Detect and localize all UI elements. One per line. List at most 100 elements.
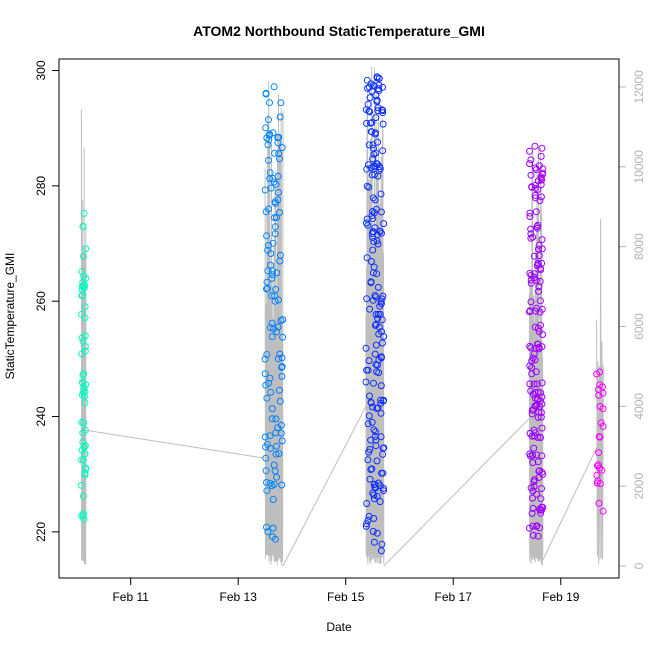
data-point (278, 354, 286, 362)
data-point (594, 461, 602, 469)
y-tick-label: 260 (34, 291, 48, 311)
data-point (268, 405, 276, 413)
data-point (374, 107, 382, 115)
data-point (81, 332, 89, 340)
data-point (593, 462, 601, 470)
data-point (78, 378, 86, 386)
data-point (530, 380, 538, 388)
data-point (365, 183, 373, 191)
data-point (537, 397, 544, 405)
data-point (363, 295, 371, 303)
data-point (373, 404, 381, 412)
data-point (274, 323, 282, 331)
x-tick-label: Feb 11 (112, 590, 149, 604)
data-point (263, 523, 270, 531)
data-point (366, 392, 373, 400)
data-point (268, 482, 276, 490)
data-point (531, 429, 539, 437)
data-point (272, 450, 280, 458)
data-point (268, 415, 276, 423)
data-point (597, 419, 605, 427)
data-point (371, 321, 379, 329)
data-point (534, 221, 542, 229)
data-point (276, 209, 283, 216)
data-point (82, 274, 90, 282)
data-point (526, 213, 534, 220)
data-point (81, 469, 89, 477)
data-point (373, 529, 381, 537)
data-point (374, 138, 381, 146)
data-point (367, 258, 375, 265)
data-point (80, 419, 87, 427)
data-point (529, 451, 537, 459)
data-point (537, 152, 545, 160)
data-point (269, 271, 276, 279)
data-point (278, 144, 286, 152)
data-point (78, 283, 86, 291)
data-point (266, 175, 274, 183)
data-point (277, 421, 285, 429)
data-point (373, 368, 381, 376)
data-point (267, 250, 275, 257)
data-point (538, 343, 546, 351)
data-point (364, 516, 372, 524)
data-point (526, 160, 534, 168)
data-point (373, 270, 381, 278)
data-point (269, 496, 277, 503)
data-point (81, 399, 89, 407)
data-point (263, 278, 271, 286)
data-point (378, 316, 386, 324)
data-point (538, 379, 546, 387)
data-point (533, 522, 540, 530)
data-point (537, 495, 545, 503)
data-point (369, 194, 377, 202)
data-point (373, 237, 381, 245)
data-point (531, 389, 539, 397)
data-point (276, 350, 284, 358)
data-point (81, 450, 89, 458)
altitude-profile-flight-3 (365, 66, 385, 565)
data-point (379, 106, 387, 114)
data-point (528, 370, 536, 378)
data-point (370, 538, 378, 546)
data-point (371, 224, 379, 232)
data-point (364, 456, 372, 464)
data-point (276, 397, 284, 405)
data-point (378, 328, 385, 336)
data-point (596, 433, 604, 441)
data-point (526, 362, 534, 370)
data-point (379, 120, 387, 128)
data-point (525, 308, 533, 316)
y-tick-label: 300 (34, 60, 48, 80)
data-point (368, 119, 376, 127)
data-point (370, 209, 378, 217)
data-point (261, 433, 269, 441)
data-point (367, 164, 375, 172)
data-point (529, 354, 537, 362)
data-point (367, 278, 375, 286)
data-point (372, 428, 379, 436)
secondary-tick-label: 12000 (632, 70, 646, 104)
data-point (268, 292, 276, 300)
data-point (363, 182, 371, 190)
data-point (370, 263, 378, 271)
data-point (271, 199, 279, 207)
data-point (266, 432, 274, 440)
plot-frame (58, 58, 620, 579)
data-point (365, 448, 373, 456)
data-point (362, 106, 370, 114)
data-point (527, 387, 535, 395)
data-point (261, 370, 269, 378)
data-point (278, 372, 286, 380)
data-point (370, 481, 378, 489)
altitude-profile-flight-5 (596, 219, 604, 565)
data-point (535, 241, 543, 249)
data-point (371, 433, 379, 440)
data-point (527, 156, 535, 164)
data-point (269, 524, 277, 532)
data-point (531, 142, 539, 150)
data-point (374, 310, 382, 318)
data-point (271, 214, 278, 222)
data-point (79, 252, 87, 260)
data-point (528, 509, 536, 517)
